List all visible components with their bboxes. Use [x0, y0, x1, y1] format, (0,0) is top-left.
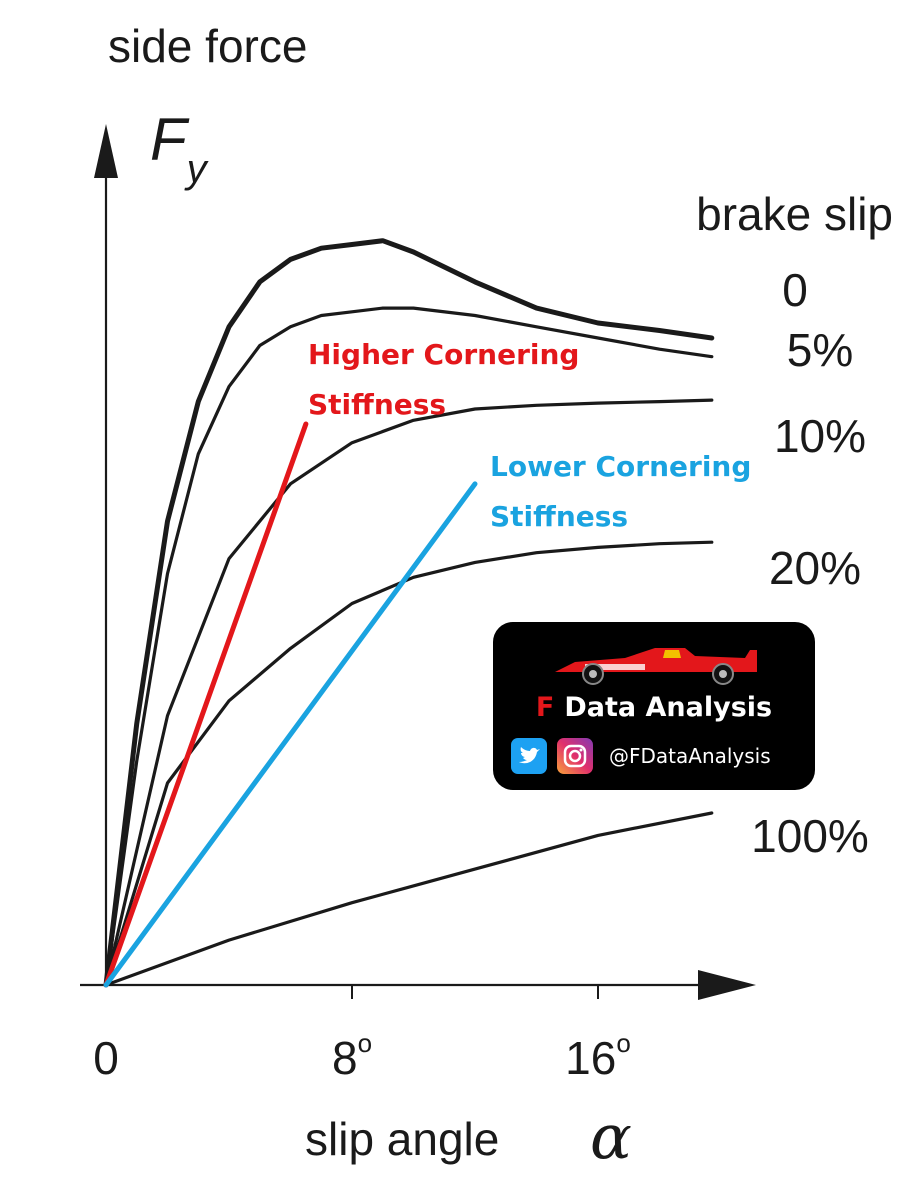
- annotation-text: Stiffness: [490, 500, 628, 533]
- series-layer: [103, 238, 715, 988]
- x-tick-label: 8o: [332, 1028, 372, 1084]
- twitter-icon: [511, 738, 547, 774]
- series-line-1: [104, 306, 714, 987]
- series-label: 10%: [774, 410, 866, 462]
- x-axis-arrow: [698, 970, 756, 1000]
- brand-text: F Data Analysis: [493, 692, 815, 723]
- race-car-icon: [555, 648, 757, 685]
- series-label: 5%: [787, 324, 853, 376]
- annotation-text: Lower Cornering: [490, 450, 751, 483]
- series-line-4: [104, 811, 714, 987]
- social-handle: @FDataAnalysis: [609, 744, 771, 768]
- annotation-layer: [103, 421, 478, 988]
- axes: [80, 124, 756, 1000]
- annotation-text: Stiffness: [308, 388, 446, 421]
- series-line-0: [103, 238, 715, 988]
- watermark-badge: F Data Analysis @FDataAnalysis: [493, 622, 815, 790]
- y-axis-title: side force: [108, 20, 307, 72]
- series-label: 0: [782, 264, 808, 316]
- stiffness-line-1: [103, 481, 478, 988]
- x-tick-label: 16o: [565, 1028, 631, 1084]
- series-line-3: [104, 540, 714, 987]
- annotation-text: Higher Cornering: [308, 338, 579, 371]
- labels-layer: 0 8o 16o 0 5% 10% 20% 100% brake slip Higher Corn…: [93, 20, 893, 1173]
- y-axis-symbol: Fy: [150, 106, 210, 191]
- series-line-2: [104, 398, 714, 987]
- brand-f-letter: F: [535, 692, 555, 723]
- social-row: @FDataAnalysis: [511, 736, 771, 776]
- instagram-icon: [557, 738, 593, 774]
- stiffness-line-0: [103, 421, 309, 988]
- y-axis-arrow: [94, 124, 118, 178]
- brand-name: Data Analysis: [564, 692, 773, 723]
- x-tick-label: 0: [93, 1032, 119, 1084]
- series-label: 20%: [769, 542, 861, 594]
- x-axis-title: slip angle: [305, 1113, 499, 1165]
- x-axis-symbol: α: [590, 1100, 632, 1173]
- series-label: 100%: [751, 810, 869, 862]
- legend-title: brake slip: [696, 188, 893, 240]
